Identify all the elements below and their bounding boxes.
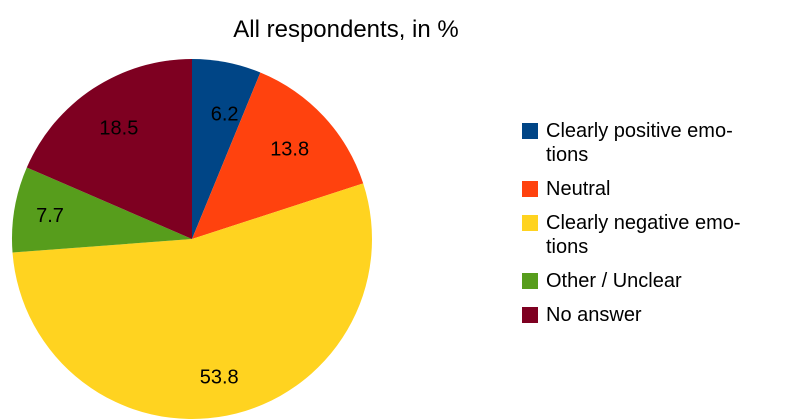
legend-label: No answer (546, 304, 642, 326)
legend-label: Neutral (546, 178, 611, 200)
legend-item: No answer (522, 303, 797, 327)
legend-item: Clearly positive emo- tions (522, 119, 797, 167)
legend-swatch (522, 273, 538, 289)
pie-slice-clearly-negative-emotions (12, 183, 372, 419)
pie-slice-other-unclear (12, 167, 193, 253)
slice-value-label: 18.5 (99, 118, 138, 140)
legend-item: Clearly negative emo- tions (522, 211, 797, 259)
slice-value-label: 13.8 (270, 138, 309, 160)
pie-slice-no-answer (26, 59, 192, 239)
slice-value-label: 53.8 (200, 367, 239, 389)
legend-swatch (522, 215, 538, 231)
legend-swatch (522, 307, 538, 323)
legend-item: Neutral (522, 177, 797, 201)
legend: Clearly positive emo- tions Neutral Clearl… (522, 119, 797, 337)
legend-item: Other / Unclear (522, 269, 797, 293)
chart-title: All respondents, in % (233, 16, 458, 43)
pie-slices (12, 59, 372, 419)
legend-label: Clearly positive emo- tions (546, 120, 733, 166)
legend-swatch (522, 123, 538, 139)
slice-value-label: 7.7 (36, 205, 64, 227)
legend-label: Clearly negative emo- tions (546, 212, 741, 258)
legend-label: Other / Unclear (546, 270, 682, 292)
pie-value-labels: 6.2 13.8 53.8 7.7 18.5 (36, 104, 309, 389)
pie-slice-clearly-positive-emotions (192, 59, 261, 239)
slice-value-label: 6.2 (211, 104, 239, 126)
pie-slice-neutral (192, 72, 364, 239)
legend-swatch (522, 181, 538, 197)
